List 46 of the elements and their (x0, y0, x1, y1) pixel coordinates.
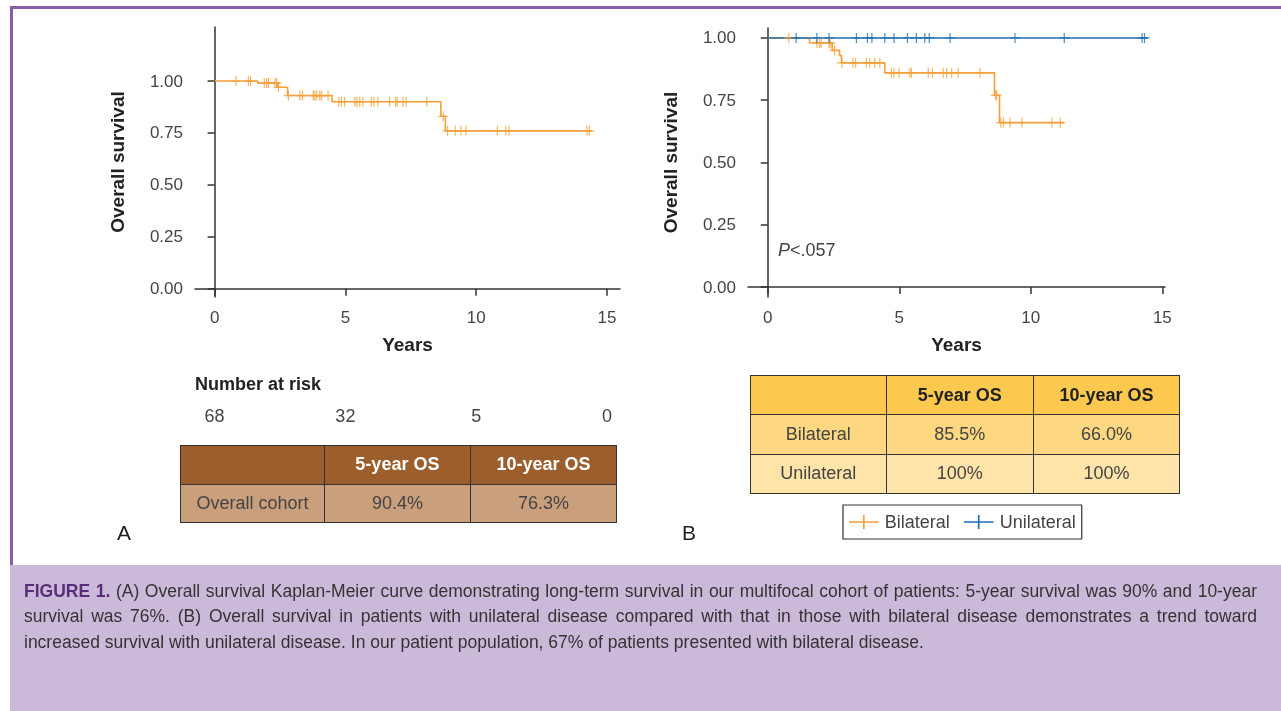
category-label: 10-year OS (470, 445, 617, 484)
x-tick-label: 15 (1152, 308, 1172, 327)
x-tick-label: 0 (763, 308, 773, 327)
y-tick-label: 1.00 (149, 71, 183, 91)
text: 100% (1083, 463, 1130, 484)
text: 0 (601, 406, 612, 426)
x-axis-title: Years (382, 334, 433, 355)
text: 66.0% (1081, 423, 1133, 444)
category-label: 10-year OS (1033, 375, 1180, 415)
legend-label: Unilateral (999, 512, 1076, 532)
text: 68 (204, 406, 225, 426)
y-tick-label: 0.00 (149, 279, 183, 299)
text: 76.3% (517, 492, 569, 513)
category-label: 5-year OS (324, 445, 471, 484)
y-tick-label: 0.25 (702, 215, 736, 235)
x-tick-label: 5 (894, 308, 905, 327)
x-tick-label: 10 (466, 308, 486, 327)
y-axis-title: Overall survival (107, 91, 128, 233)
text: B (682, 521, 697, 544)
text: 32 (335, 406, 356, 426)
text: A (117, 521, 132, 544)
x-tick-label: 0 (209, 308, 220, 327)
y-tick-label: 0.50 (149, 175, 183, 195)
x-tick-label: 15 (597, 308, 617, 327)
text: 100% (936, 463, 983, 484)
y-tick-label: 0.25 (149, 227, 183, 247)
text: 90.4% (371, 492, 423, 513)
text: FIGURE 1. (24, 581, 111, 601)
category-label: 5-year OS (886, 375, 1034, 415)
annotation: P<.057 (778, 240, 836, 260)
y-tick-label: 1.00 (702, 28, 736, 48)
text: Number at risk (195, 374, 323, 394)
text: 5 (471, 406, 482, 426)
legend-label: Bilateral (884, 512, 950, 532)
y-axis-title: Overall survival (660, 91, 681, 234)
x-tick-label: 5 (340, 308, 351, 327)
y-tick-label: 0.50 (702, 153, 736, 172)
category-label: Bilateral (785, 423, 851, 444)
text: 85.5% (934, 423, 986, 444)
category-label: Unilateral (780, 463, 857, 484)
category-label: Overall cohort (196, 492, 309, 513)
x-tick-label: 10 (1021, 308, 1041, 327)
y-tick-label: 0.75 (702, 90, 736, 110)
x-axis-title: Years (931, 334, 982, 355)
y-tick-label: 0.00 (702, 277, 736, 297)
y-tick-label: 0.75 (149, 123, 183, 143)
